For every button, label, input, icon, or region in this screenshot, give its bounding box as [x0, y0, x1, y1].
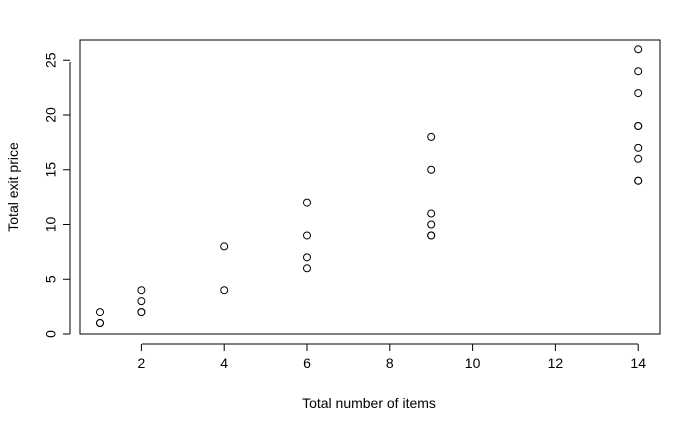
- plot-frame: [79, 39, 661, 335]
- y-axis-ticks: 0 5 10 15 20 25: [43, 52, 70, 338]
- data-point: [220, 242, 229, 251]
- data-point: [427, 165, 436, 174]
- y-tick-label: 0: [43, 330, 59, 338]
- data-point: [427, 209, 436, 218]
- y-tick-label: 20: [43, 107, 59, 123]
- data-point: [427, 132, 436, 141]
- data-point: [303, 253, 311, 262]
- data-point: [137, 286, 146, 295]
- data-point: [634, 121, 643, 130]
- x-tick-label: 14: [630, 355, 646, 371]
- data-point: [634, 67, 643, 76]
- data-point: [634, 154, 643, 163]
- data-point: [634, 143, 643, 152]
- x-tick-label: 6: [303, 355, 311, 371]
- data-point: [427, 231, 436, 240]
- data-point: [137, 297, 146, 306]
- y-tick-label: 10: [43, 217, 59, 233]
- x-tick-label: 8: [386, 355, 394, 371]
- x-tick-label: 4: [220, 355, 228, 371]
- y-tick-label: 15: [43, 162, 59, 178]
- data-points: [96, 45, 643, 328]
- y-axis-title: Total exit price: [5, 142, 21, 232]
- x-axis-ticks: 2 4 6 8 10 12 14: [138, 344, 646, 371]
- y-tick-label: 25: [43, 52, 59, 68]
- data-point: [427, 220, 436, 229]
- y-tick-label: 5: [43, 275, 59, 283]
- data-point: [96, 308, 104, 317]
- x-tick-label: 10: [465, 355, 481, 371]
- data-point: [303, 231, 311, 240]
- x-tick-label: 2: [138, 355, 146, 371]
- data-point: [96, 319, 104, 328]
- data-point: [220, 286, 229, 295]
- data-point: [137, 308, 146, 317]
- data-point: [303, 198, 311, 207]
- x-tick-label: 12: [548, 355, 564, 371]
- data-point: [634, 89, 643, 98]
- data-point: [634, 45, 643, 54]
- x-axis-title: Total number of items: [302, 395, 436, 411]
- data-point: [303, 264, 311, 273]
- data-point: [634, 176, 643, 185]
